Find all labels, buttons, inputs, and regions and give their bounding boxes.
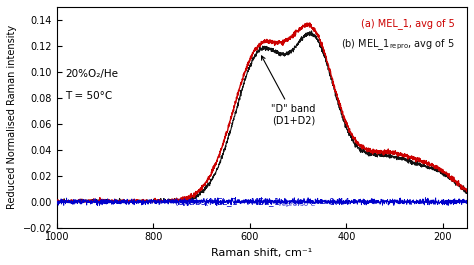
Text: T = 50°C: T = 50°C xyxy=(65,91,112,101)
X-axis label: Raman shift, cm⁻¹: Raman shift, cm⁻¹ xyxy=(211,248,313,258)
Text: "D" band
(D1+D2): "D" band (D1+D2) xyxy=(262,56,316,126)
Text: (a) MEL_1, avg of 5: (a) MEL_1, avg of 5 xyxy=(361,18,455,29)
Y-axis label: Reduced Normalised Raman intensity: Reduced Normalised Raman intensity xyxy=(7,25,17,209)
Text: (b) MEL_1$_{\rm repro}$, avg of 5: (b) MEL_1$_{\rm repro}$, avg of 5 xyxy=(341,38,455,52)
Text: 20%O₂/He: 20%O₂/He xyxy=(65,69,118,79)
Text: (c) abs(MEL_1 $-$ MEL_1$_{\rm repro}$)$_{50°C}$ = 0.44: (c) abs(MEL_1 $-$ MEL_1$_{\rm repro}$)$_… xyxy=(174,197,350,210)
